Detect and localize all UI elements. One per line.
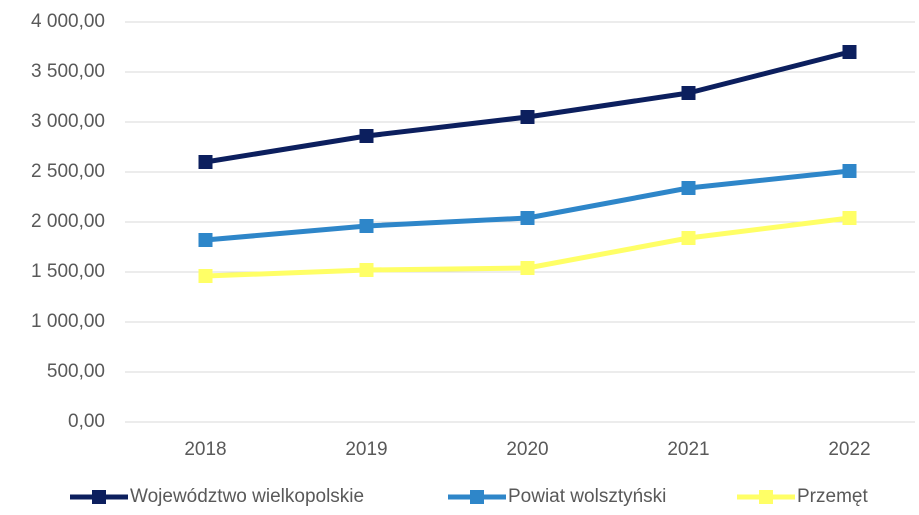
x-tick-label: 2018 — [184, 439, 226, 460]
x-tick-label: 2020 — [506, 439, 548, 460]
legend-swatch-marker — [759, 490, 773, 504]
legend-label: Przemęt — [797, 486, 868, 507]
y-tick-label: 2 500,00 — [31, 161, 105, 182]
point-marker — [359, 263, 374, 277]
point-marker — [359, 129, 374, 143]
y-tick-label: 3 500,00 — [31, 61, 105, 82]
point-marker — [198, 155, 213, 169]
y-tick-label: 1 500,00 — [31, 261, 105, 282]
legend-swatch-marker — [92, 490, 106, 504]
y-tick-label: 0,00 — [68, 411, 105, 432]
point-marker — [520, 110, 535, 124]
legend-swatch-marker — [470, 490, 484, 504]
point-marker — [520, 261, 535, 275]
point-marker — [842, 45, 857, 59]
y-tick-label: 500,00 — [47, 361, 105, 382]
point-marker — [681, 86, 696, 100]
point-marker — [198, 233, 213, 247]
point-marker — [681, 181, 696, 195]
point-marker — [681, 231, 696, 245]
legend-label: Powiat wolsztyński — [508, 486, 666, 507]
point-marker — [842, 164, 857, 178]
point-marker — [198, 269, 213, 283]
y-tick-label: 4 000,00 — [31, 11, 105, 32]
y-tick-label: 1 000,00 — [31, 311, 105, 332]
y-tick-label: 2 000,00 — [31, 211, 105, 232]
point-marker — [520, 211, 535, 225]
point-marker — [842, 211, 857, 225]
legend-label: Województwo wielkopolskie — [130, 486, 364, 507]
point-marker — [359, 219, 374, 233]
series-line — [205, 49, 851, 165]
x-tick-label: 2021 — [667, 439, 709, 460]
x-tick-label: 2019 — [345, 439, 387, 460]
x-tick-label: 2022 — [828, 439, 870, 460]
y-tick-label: 3 000,00 — [31, 111, 105, 132]
